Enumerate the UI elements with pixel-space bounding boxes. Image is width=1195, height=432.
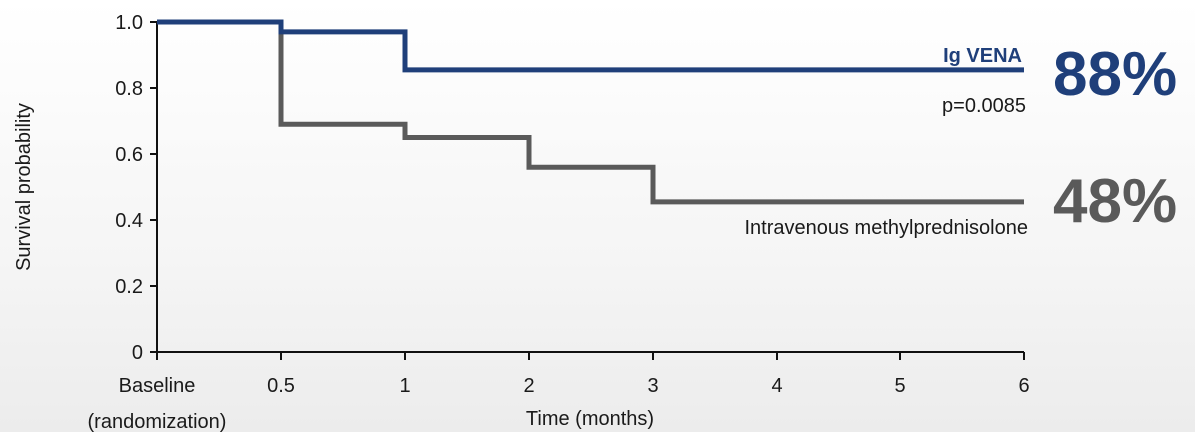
y-tick-label: 0.6 (115, 144, 143, 166)
y-tick-label: 0.4 (115, 210, 143, 232)
y-ticks: 0 0.2 0.4 0.6 0.8 1.0 (115, 12, 157, 364)
series-lines (157, 19, 1024, 205)
x-tick-label: 1 (399, 375, 410, 397)
series-line-methylprednisolone (157, 19, 1024, 205)
series-label-methylprednisolone: Intravenous methylprednisolone (744, 217, 1028, 239)
y-axis-title: Survival probability (13, 103, 35, 271)
x-tick-label: Baseline (119, 375, 196, 397)
x-tick-label: 6 (1018, 375, 1029, 397)
y-tick-label: 0.2 (115, 276, 143, 298)
p-value-annotation: p=0.0085 (942, 95, 1026, 117)
series-label-ig-vena: Ig VENA (943, 45, 1022, 67)
x-tick-label: 0.5 (267, 375, 295, 397)
x-axis-title: Time (months) (526, 408, 654, 430)
y-tick-label: 1.0 (115, 12, 143, 34)
x-tick-label: 3 (647, 375, 658, 397)
x-ticks: Baseline 0.5 1 2 3 4 5 6 (119, 352, 1030, 397)
x-tick-label: 5 (894, 375, 905, 397)
x-tick-label: 2 (523, 375, 534, 397)
final-value-methylprednisolone: 48% (1053, 167, 1177, 236)
final-value-ig-vena: 88% (1053, 40, 1177, 109)
plot-area: 0 0.2 0.4 0.6 0.8 1.0 Baseline 0.5 1 2 3 4 5 6 (115, 12, 1029, 397)
x-tick-sublabel: (randomization) (88, 411, 227, 432)
x-tick-label: 4 (771, 375, 782, 397)
y-tick-label: 0 (132, 342, 143, 364)
y-tick-label: 0.8 (115, 78, 143, 100)
series-line-ig-vena (157, 19, 1024, 73)
